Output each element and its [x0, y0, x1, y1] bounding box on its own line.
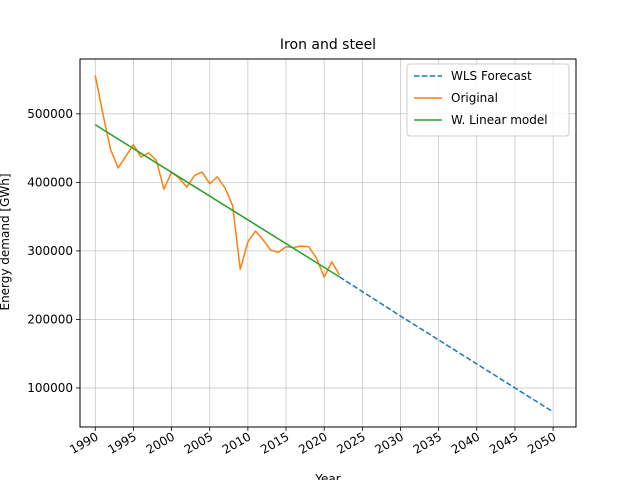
x-axis: 1990 1995 2000 2005 2010 2015 2020 2025 2030 2035…: [67, 427, 559, 457]
x-axis-label: Year: [314, 472, 340, 480]
legend-label-w-linear-model: W. Linear model: [451, 113, 548, 127]
x-tick-label: 1995: [105, 429, 138, 456]
y-axis-label: Energy demand [GWh]: [0, 173, 12, 310]
y-tick-label: 500000: [27, 107, 73, 121]
x-tick-label: 2035: [411, 429, 444, 456]
y-axis: 100000 200000 300000 400000 500000: [27, 107, 80, 395]
legend-box: [406, 63, 570, 137]
x-tick-label: 2015: [258, 429, 291, 456]
x-tick-label: 1990: [67, 429, 100, 456]
x-tick-label: 2005: [182, 429, 215, 456]
y-tick-label: 100000: [27, 381, 73, 395]
chart-title: Iron and steel: [280, 37, 376, 53]
x-tick-label: 2010: [220, 429, 253, 456]
x-tick-label: 2030: [373, 429, 406, 456]
x-tick-label: 2040: [449, 429, 482, 456]
y-tick-label: 200000: [27, 312, 73, 326]
legend-label-wls-forecast: WLS Forecast: [451, 69, 532, 83]
series-lines: [94, 75, 554, 413]
series-line-original: [94, 75, 341, 278]
x-tick-label: 2045: [487, 429, 520, 456]
x-tick-label: 2025: [334, 429, 367, 456]
plot-frame: [79, 58, 577, 428]
x-tick-label: 2000: [144, 429, 177, 456]
x-tick-label: 2050: [525, 429, 558, 456]
y-tick-label: 300000: [27, 244, 73, 258]
series-line-wls-forecast: [339, 276, 554, 413]
legend: WLS Forecast Original W. Linear model: [406, 63, 570, 137]
legend-label-original: Original: [451, 91, 498, 105]
series-line-w-linear-model: [94, 124, 340, 278]
x-tick-label: 2020: [296, 429, 329, 456]
y-tick-label: 400000: [27, 175, 73, 189]
